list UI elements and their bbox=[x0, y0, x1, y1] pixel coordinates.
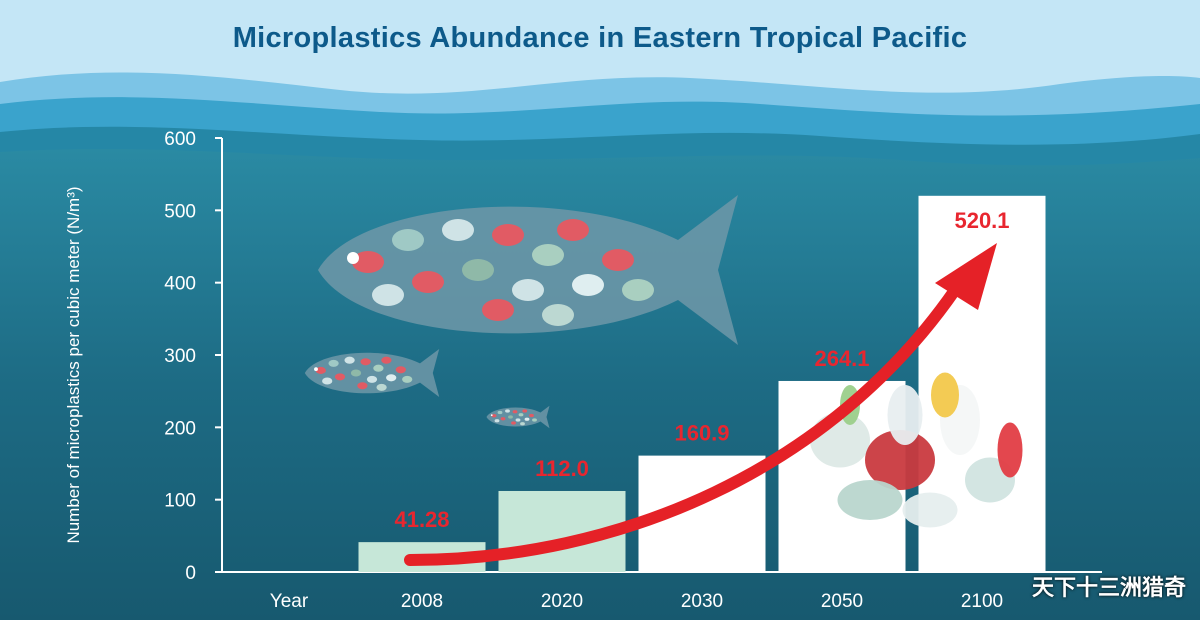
plastic-item bbox=[360, 358, 371, 366]
plastic-item bbox=[352, 251, 384, 273]
plastic-item bbox=[328, 359, 339, 367]
plastic-item bbox=[376, 383, 387, 391]
plastic-item bbox=[532, 244, 564, 266]
plastic-item bbox=[572, 274, 604, 296]
plastic-item bbox=[622, 279, 654, 301]
y-tick-label: 400 bbox=[164, 274, 196, 295]
chart-title: Microplastics Abundance in Eastern Tropi… bbox=[232, 22, 968, 54]
value-label: 520.1 bbox=[954, 208, 1009, 233]
plastic-item bbox=[524, 417, 530, 421]
plastic-item bbox=[497, 410, 503, 415]
plastic-item bbox=[372, 284, 404, 306]
plastic-item bbox=[515, 418, 521, 422]
x-tick-label: 2020 bbox=[541, 591, 583, 612]
plastic-item bbox=[902, 492, 958, 528]
plastic-item bbox=[315, 366, 326, 374]
plastic-item bbox=[322, 377, 333, 385]
y-axis-label: Number of microplastics per cubic meter … bbox=[64, 186, 83, 544]
plastic-item bbox=[344, 356, 355, 364]
plastic-item bbox=[837, 480, 903, 520]
x-tick-label: 2030 bbox=[681, 591, 723, 612]
y-tick-label: 600 bbox=[164, 129, 196, 150]
plastic-item bbox=[492, 224, 524, 246]
plastic-fish-medium bbox=[304, 349, 440, 397]
x-axis-label: Year bbox=[270, 591, 309, 612]
plastic-item bbox=[494, 419, 500, 423]
value-label: 264.1 bbox=[814, 346, 869, 371]
plastic-item bbox=[334, 373, 346, 381]
value-label: 112.0 bbox=[535, 456, 589, 481]
value-label: 41.28 bbox=[394, 507, 449, 532]
value-label: 160.9 bbox=[674, 421, 729, 446]
plastic-item bbox=[997, 422, 1023, 478]
plastic-item bbox=[520, 422, 525, 426]
plastic-item bbox=[542, 304, 574, 326]
fish-eye bbox=[314, 367, 318, 372]
plastic-item bbox=[357, 382, 368, 390]
plastic-item bbox=[395, 366, 406, 374]
plastic-item bbox=[381, 356, 392, 364]
plastic-item bbox=[462, 259, 494, 281]
plastic-item bbox=[522, 409, 528, 413]
plastic-item bbox=[602, 249, 634, 271]
trend-arrow bbox=[404, 284, 961, 566]
plastic-item bbox=[931, 372, 959, 418]
x-tick-label: 2100 bbox=[961, 591, 1003, 612]
x-tick-label: 2050 bbox=[821, 591, 863, 612]
trend-arrow-head bbox=[935, 243, 997, 310]
plastic-item bbox=[557, 219, 589, 241]
fish-body bbox=[486, 405, 550, 429]
plastic-item bbox=[392, 229, 424, 251]
plastic-item bbox=[386, 374, 397, 382]
plastic-item bbox=[518, 413, 524, 417]
y-tick-label: 100 bbox=[164, 491, 196, 512]
plastic-fish-small bbox=[486, 405, 550, 429]
plastic-fish-large bbox=[318, 195, 738, 345]
plastic-item bbox=[532, 418, 537, 422]
plastic-item bbox=[529, 413, 534, 418]
plastic-item bbox=[887, 385, 923, 445]
plastic-item bbox=[491, 414, 497, 418]
plastic-item bbox=[865, 430, 935, 490]
plastic-item bbox=[505, 409, 510, 413]
y-tick-label: 0 bbox=[185, 563, 196, 584]
y-tick-label: 300 bbox=[164, 346, 196, 367]
plastic-item bbox=[373, 364, 384, 372]
plastic-item bbox=[412, 271, 444, 293]
y-tick-label: 200 bbox=[164, 418, 196, 439]
plastic-item bbox=[512, 410, 518, 414]
y-tick-label: 500 bbox=[164, 201, 196, 222]
plastic-item bbox=[482, 299, 514, 321]
plastic-item bbox=[442, 219, 474, 241]
fish-body bbox=[318, 195, 738, 345]
plastic-item bbox=[350, 369, 362, 377]
plastic-item bbox=[508, 415, 513, 419]
x-tick-label: 2008 bbox=[401, 591, 443, 612]
fish-eye bbox=[490, 414, 493, 417]
fish-body bbox=[304, 349, 440, 397]
plastic-item bbox=[511, 421, 516, 425]
plastic-item bbox=[366, 375, 378, 383]
plastic-item bbox=[512, 279, 544, 301]
fish-eye bbox=[347, 252, 359, 264]
plastic-item bbox=[500, 417, 506, 421]
watermark-text: 天下十三洲猎奇 bbox=[1031, 576, 1186, 601]
plastic-item bbox=[402, 375, 413, 383]
